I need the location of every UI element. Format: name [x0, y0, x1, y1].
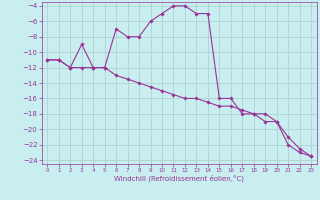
X-axis label: Windchill (Refroidissement éolien,°C): Windchill (Refroidissement éolien,°C) — [114, 175, 244, 182]
